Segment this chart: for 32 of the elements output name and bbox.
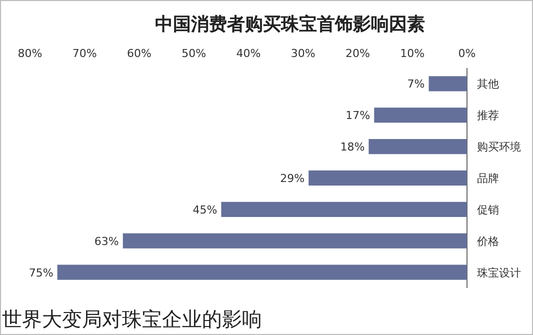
chart-title: 中国消费者购买珠宝首饰影响因素 [155,14,425,35]
data-label: 7% [407,78,425,91]
x-tick-label: 50% [182,47,206,60]
x-tick-label: 70% [72,47,97,60]
bar [368,139,467,154]
data-label: 63% [94,234,119,248]
data-label: 18% [340,140,365,154]
y-tick-label: 购买环境 [477,140,521,154]
x-tick-label: 10% [400,47,425,60]
y-tick-label: 珠宝设计 [477,266,521,280]
bar [308,170,467,186]
y-tick-label: 其他 [477,78,499,91]
y-tick-label: 推荐 [477,109,499,122]
x-tick-label: 0% [458,47,476,60]
text: 世界大变局对珠宝企业的影响 [2,307,262,331]
x-tick-label: 80% [18,47,42,60]
bar [428,76,467,92]
data-label: 45% [192,203,218,216]
data-label: 29% [280,172,305,185]
x-tick-label: 40% [236,47,261,60]
bar [221,202,467,217]
y-tick-label: 品牌 [477,172,499,185]
y-tick-label: 促销 [477,203,499,216]
bar [374,108,467,123]
bar [57,264,467,280]
x-tick-label: 30% [290,47,316,60]
x-tick-label: 60% [127,47,152,60]
bar [122,233,467,248]
x-tick-label: 20% [346,47,370,60]
data-label: 17% [346,109,370,122]
data-label: 75% [28,266,54,280]
y-tick-label: 价格 [476,234,499,248]
